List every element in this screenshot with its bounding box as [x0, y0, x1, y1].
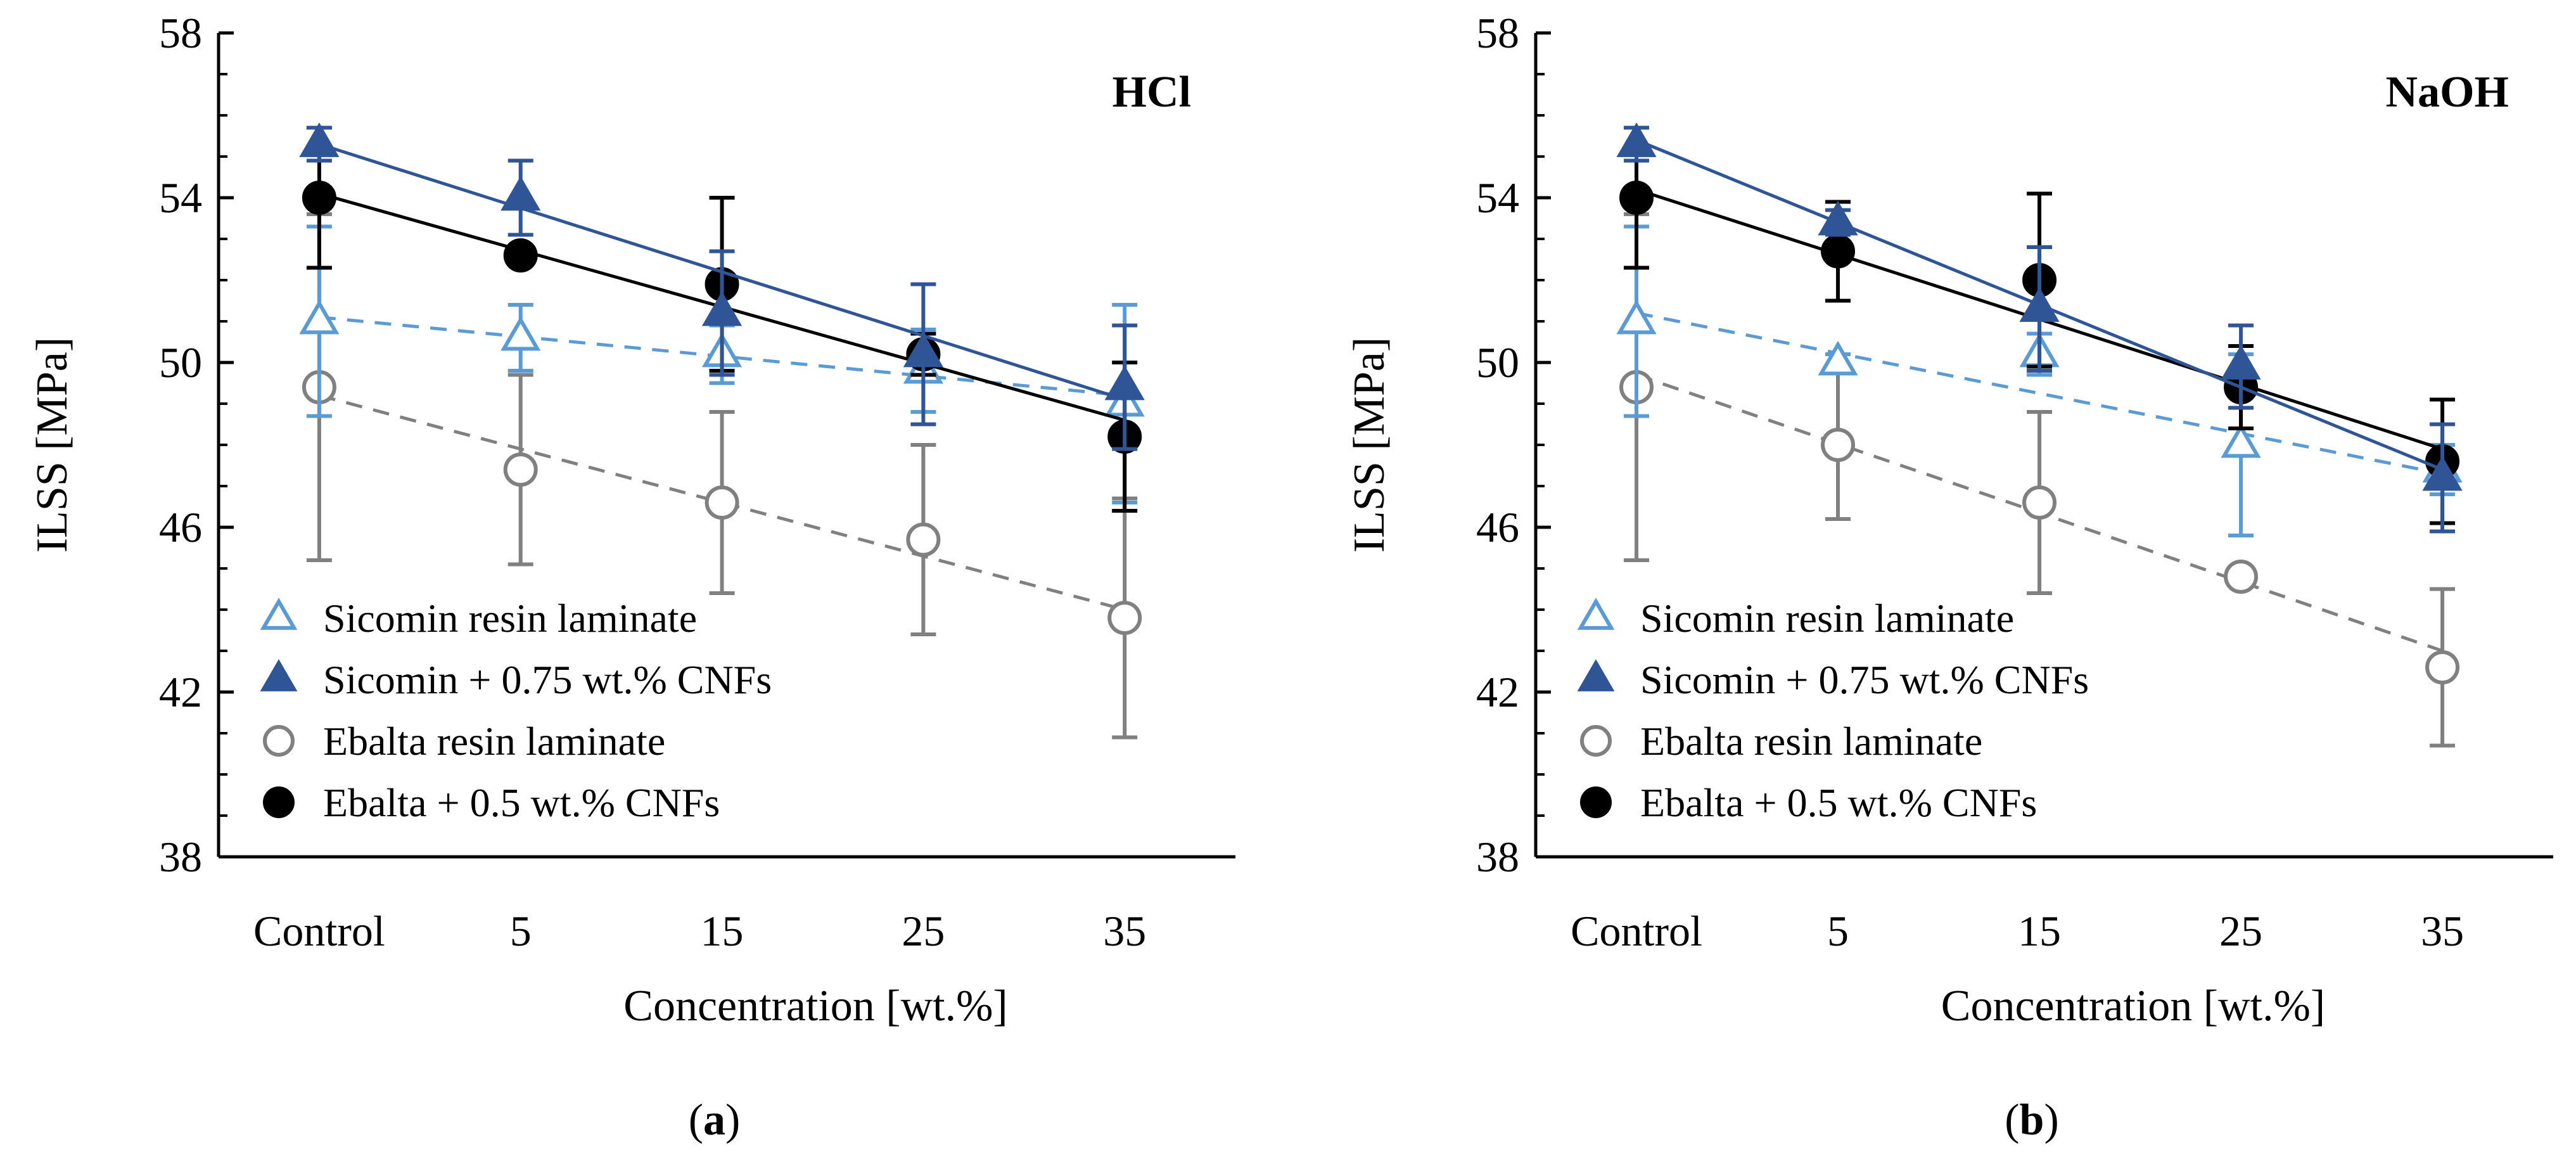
x-tick-label: 15 [2018, 907, 2061, 955]
legend-label: Ebalta resin laminate [1640, 719, 1982, 764]
chart-panel-hcl: 38 42 46 50 54 58 Control 5 15 25 35 Concentration … [28, 9, 1235, 1145]
y-tick-label: 42 [159, 668, 202, 716]
chart-panel-naoh: 38 42 46 50 54 58 Control 5 15 25 35 Concentration … [1345, 9, 2553, 1145]
data-point [1821, 234, 1856, 269]
caption-letter: a [703, 1096, 725, 1145]
data-point [1616, 299, 1657, 335]
legend-marker [1580, 725, 1612, 757]
caption-close-paren: ) [725, 1096, 740, 1145]
y-tick-label: 46 [159, 503, 202, 551]
data-point [302, 181, 336, 215]
y-axis-title: ILSS [MPa] [1345, 337, 1394, 553]
caption-letter: b [2020, 1096, 2044, 1145]
x-tick-label: 35 [1103, 907, 1146, 955]
data-point [1616, 122, 1657, 157]
trend-line [1636, 311, 2443, 475]
data-point [503, 238, 538, 273]
data-point [1818, 340, 1858, 376]
legend-marker [1577, 598, 1615, 630]
caption-close-paren: ) [2044, 1096, 2058, 1145]
y-tick-label: 58 [1476, 9, 1519, 57]
legend-label: Sicomin + 0.75 wt.% CNFs [1640, 657, 2089, 702]
data-point [2221, 423, 2261, 458]
legend-marker [1580, 786, 1612, 818]
x-axis-title: Concentration [wt.%] [623, 982, 1007, 1030]
caption-open-paren: ( [689, 1096, 703, 1145]
caption-open-paren: ( [2005, 1096, 2019, 1145]
x-tick-label: 25 [2219, 907, 2262, 955]
x-tick-label: Control [1571, 907, 1702, 955]
data-point [1821, 428, 1856, 462]
y-axis-title: ILSS [MPa] [28, 337, 77, 553]
data-point [2022, 485, 2057, 520]
legend-marker [260, 598, 298, 630]
legend-marker [260, 659, 298, 691]
data-point [299, 299, 340, 335]
legend-marker [1577, 659, 1615, 691]
legend-marker [263, 725, 295, 757]
x-tick-label: 35 [2421, 907, 2464, 955]
legend-label: Sicomin resin laminate [323, 596, 697, 641]
series-1 [1616, 122, 2463, 534]
y-tick-label: 50 [159, 338, 202, 387]
data-point [299, 122, 340, 157]
series-2 [1619, 212, 2460, 748]
legend-label: Sicomin + 0.75 wt.% CNFs [323, 657, 772, 702]
y-tick-label: 58 [159, 9, 202, 57]
data-point [503, 452, 538, 487]
x-tick-label: 5 [510, 907, 532, 955]
data-point [1619, 181, 1654, 215]
data-point [501, 316, 541, 351]
series-1 [299, 122, 1145, 451]
data-point [2019, 287, 2060, 322]
data-point [705, 485, 739, 520]
data-point [903, 332, 943, 368]
figure-caption: (b) [2005, 1096, 2059, 1145]
data-point [1104, 365, 1145, 401]
data-point [2221, 345, 2261, 380]
legend-label: Ebalta + 0.5 wt.% CNFs [323, 780, 720, 825]
data-point [701, 291, 743, 326]
x-tick-label: 25 [902, 907, 945, 955]
y-tick-label: 54 [159, 174, 202, 222]
legend-label: Sicomin resin laminate [1640, 596, 2014, 641]
data-point [906, 522, 941, 557]
data-point [2422, 456, 2463, 491]
x-axis-title: Concentration [wt.%] [1941, 982, 2325, 1030]
data-point [1107, 601, 1142, 635]
y-tick-label: 54 [1476, 174, 1519, 222]
y-tick-label: 38 [159, 833, 202, 881]
y-tick-label: 38 [1476, 833, 1519, 881]
panel-label: NaOH [2386, 68, 2509, 117]
x-tick-label: 5 [1827, 907, 1849, 955]
y-tick-label: 46 [1476, 503, 1519, 551]
legend-label: Ebalta resin laminate [323, 719, 665, 764]
x-tick-label: 15 [701, 907, 744, 955]
panel-label: HCl [1113, 68, 1191, 117]
data-point [501, 176, 541, 211]
data-point [1818, 200, 1858, 236]
y-tick-label: 42 [1476, 668, 1519, 716]
figure-caption: (a) [689, 1096, 741, 1145]
legend-label: Ebalta + 0.5 wt.% CNFs [1640, 780, 2037, 825]
x-tick-label: Control [253, 907, 385, 955]
y-tick-label: 50 [1476, 338, 1519, 387]
legend-marker [263, 786, 295, 818]
data-point [2224, 560, 2259, 594]
data-point [2425, 650, 2460, 684]
